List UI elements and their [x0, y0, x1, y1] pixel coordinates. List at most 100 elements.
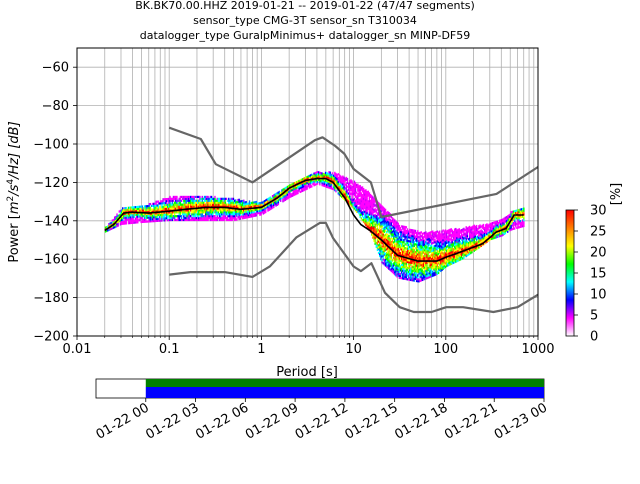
density-cell [163, 207, 165, 210]
density-cell [370, 195, 373, 198]
density-cell [450, 235, 452, 239]
density-cell [168, 213, 170, 216]
density-cell [320, 175, 322, 179]
density-cell [355, 205, 358, 208]
density-cell [438, 266, 441, 270]
density-cell [196, 199, 199, 202]
density-cell [387, 255, 389, 258]
density-cell [128, 221, 131, 225]
density-cell [177, 203, 179, 206]
density-cell [158, 217, 161, 220]
density-cell [226, 216, 229, 220]
density-cell [406, 266, 409, 269]
density-cell [422, 259, 425, 262]
density-cell [394, 230, 396, 234]
density-cell [384, 235, 387, 238]
density-cell [412, 246, 414, 249]
density-cell [345, 182, 348, 185]
density-cell [264, 199, 267, 202]
density-cell [449, 247, 451, 251]
density-cell [399, 226, 402, 230]
colorbar-tick-label: 25 [590, 225, 607, 240]
density-cell [127, 222, 130, 225]
density-cell [423, 270, 426, 273]
density-cell [128, 208, 131, 211]
density-cell [406, 230, 409, 233]
density-cell [165, 203, 168, 206]
density-cell [413, 237, 416, 240]
density-cell [407, 263, 410, 266]
density-cell [380, 225, 382, 228]
density-cell [202, 215, 205, 218]
density-cell [169, 203, 171, 206]
density-cell [510, 214, 512, 218]
density-cell [451, 258, 454, 261]
density-cell [373, 214, 375, 217]
density-cell [474, 241, 477, 244]
density-cell [246, 208, 248, 211]
density-cell [122, 216, 124, 220]
density-cell [205, 209, 207, 212]
density-cell [302, 185, 305, 188]
density-cell [394, 250, 396, 253]
density-cell [161, 219, 163, 222]
density-cell [376, 214, 379, 217]
density-cell [462, 240, 464, 243]
density-cell [231, 209, 233, 212]
density-cell [465, 233, 467, 237]
density-cell [377, 240, 380, 243]
density-cell [360, 192, 363, 195]
density-cell [125, 216, 127, 219]
density-cell [231, 199, 233, 202]
density-cell [208, 209, 210, 212]
density-cell [387, 243, 389, 246]
density-cell [202, 203, 205, 206]
density-cell [192, 215, 194, 218]
density-cell [430, 248, 433, 251]
density-cell [381, 259, 383, 262]
density-cell [411, 279, 413, 282]
density-cell [355, 185, 358, 189]
density-cell [441, 238, 443, 241]
density-cell [516, 217, 518, 220]
density-cell [396, 227, 398, 230]
density-cell [358, 198, 360, 201]
density-cell [382, 250, 384, 253]
density-cell [383, 222, 386, 226]
density-cell [402, 261, 404, 265]
density-cell [426, 261, 428, 264]
density-cell [421, 261, 424, 264]
density-cell [444, 258, 447, 261]
density-cell [134, 209, 137, 213]
density-cell [456, 235, 458, 238]
density-cell [458, 258, 461, 262]
density-cell [332, 178, 335, 181]
density-cell [427, 240, 429, 243]
density-cell [459, 258, 462, 261]
density-cell [376, 212, 379, 215]
density-cell [375, 220, 378, 224]
density-cell [430, 252, 433, 255]
density-cell [216, 207, 218, 210]
density-cell [359, 204, 361, 207]
density-cell [186, 205, 189, 208]
density-cell [211, 197, 214, 200]
density-cell [326, 174, 328, 177]
density-cell [410, 276, 412, 280]
density-cell [413, 244, 416, 248]
density-cell [436, 265, 439, 268]
density-cell [213, 218, 215, 222]
density-cell [420, 267, 422, 271]
density-cell [457, 232, 459, 235]
density-cell [198, 211, 200, 214]
density-cell [415, 274, 418, 277]
density-cell [458, 237, 461, 241]
density-cell [413, 266, 416, 269]
density-cell [252, 211, 254, 214]
density-cell [410, 230, 412, 234]
density-cell [409, 251, 411, 254]
density-cell [399, 253, 402, 257]
density-cell [384, 225, 387, 229]
density-cell [264, 208, 267, 212]
density-cell [390, 269, 393, 273]
